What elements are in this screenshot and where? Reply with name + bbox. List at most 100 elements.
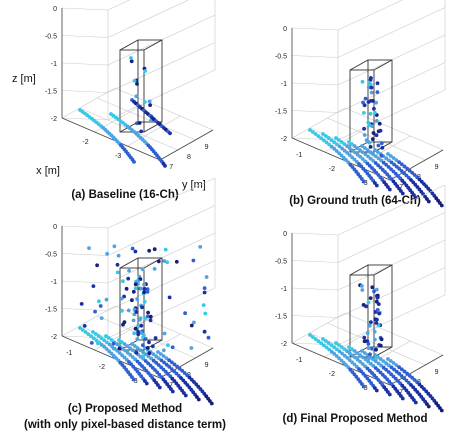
object-point <box>369 90 374 95</box>
object-point <box>360 79 365 84</box>
scan-point <box>378 165 383 170</box>
scan-point <box>410 375 415 380</box>
scan-point <box>135 359 140 364</box>
point-cloud <box>308 283 444 413</box>
z-tick-label: -0.5 <box>45 252 57 259</box>
scan-point <box>358 148 362 153</box>
noise-point <box>201 303 206 307</box>
scan-point <box>397 371 402 376</box>
object-point <box>372 106 376 111</box>
scan-point <box>337 151 341 156</box>
scan-point <box>360 349 364 353</box>
object-point <box>148 318 153 323</box>
scan-point <box>308 333 312 337</box>
object-point <box>377 121 382 126</box>
noise-point <box>111 346 116 351</box>
scan-point <box>86 332 91 336</box>
y-tick-label: 7 <box>169 382 173 389</box>
scan-point <box>162 360 167 365</box>
scan-point <box>358 359 363 364</box>
scan-point <box>350 155 354 160</box>
object-point <box>363 96 368 101</box>
scan-point <box>386 158 391 163</box>
object-point <box>368 296 373 300</box>
noise-point <box>95 263 99 268</box>
scan-point <box>151 358 156 363</box>
scan-point <box>392 367 396 372</box>
y-tick-label: 8 <box>187 154 191 161</box>
object-point <box>375 90 380 94</box>
object-point <box>375 308 380 312</box>
scan-point <box>347 146 352 151</box>
noise-point <box>202 329 207 334</box>
scan-point <box>321 343 326 348</box>
scan-point <box>131 377 136 382</box>
scan-point <box>388 359 393 363</box>
scan-point <box>125 350 130 355</box>
scan-point <box>345 349 349 354</box>
scan-point <box>327 142 331 147</box>
noise-point <box>133 282 138 287</box>
noise-point <box>165 260 170 265</box>
noise-point <box>132 331 137 336</box>
scan-point <box>161 367 166 372</box>
scan-point <box>392 162 396 167</box>
scan-point <box>360 157 365 161</box>
scan-point <box>143 346 147 350</box>
scan-point <box>339 358 344 363</box>
scan-point <box>177 366 182 371</box>
noise-point <box>140 267 145 272</box>
scan-point <box>412 378 417 382</box>
scan-point <box>378 357 383 361</box>
object-point <box>362 133 367 137</box>
scan-point <box>389 372 393 377</box>
scan-point <box>402 369 407 374</box>
noise-point <box>126 308 131 313</box>
panel-caption: (a) Baseline (16-Ch) <box>71 189 179 201</box>
y-tick-label: 7 <box>169 164 173 171</box>
scan-point <box>106 336 111 340</box>
object-point <box>380 145 385 150</box>
z-tick-label: 0 <box>53 224 57 231</box>
object-point <box>379 337 384 342</box>
scan-point <box>358 353 362 358</box>
object-point <box>379 153 384 158</box>
scan-point <box>128 346 133 351</box>
object-point <box>141 354 146 359</box>
object-point <box>362 111 366 115</box>
noise-point <box>105 251 109 256</box>
scan-point <box>373 359 378 364</box>
scan-point <box>321 337 325 341</box>
z-tick-label: -1.5 <box>275 109 287 116</box>
noise-point <box>192 320 196 325</box>
scan-point <box>339 153 344 158</box>
object-point <box>371 131 376 135</box>
y-tick-label: 9 <box>205 362 209 369</box>
object-point <box>376 302 381 306</box>
scan-point <box>391 169 396 174</box>
scan-point <box>78 326 82 330</box>
object-point <box>135 297 140 302</box>
scan-point <box>360 144 364 148</box>
noise-point <box>166 343 170 347</box>
object-point <box>142 290 147 295</box>
scan-point <box>123 348 127 353</box>
object-point <box>370 285 375 290</box>
right-wall-grid <box>107 177 216 339</box>
noise-point <box>150 344 155 349</box>
scan-point <box>161 354 166 358</box>
scan-point <box>340 351 344 356</box>
scan-point <box>122 342 127 346</box>
object-point <box>362 126 366 131</box>
scan-point <box>130 348 135 353</box>
z-tick-label: -1 <box>281 81 287 88</box>
scan-point <box>180 368 185 373</box>
scan-point <box>130 342 134 346</box>
scan-point <box>361 179 366 184</box>
scan-point <box>115 342 119 347</box>
panel-caption: (c) Proposed Method <box>68 403 182 415</box>
scan-point <box>347 358 352 362</box>
object-point <box>370 346 374 351</box>
scan-point <box>128 352 133 357</box>
scan-point <box>362 351 367 355</box>
